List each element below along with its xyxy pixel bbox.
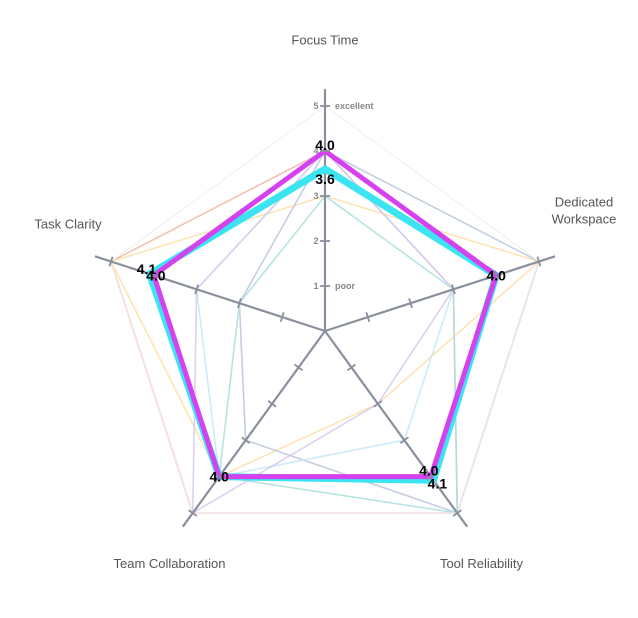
tick-mark <box>373 400 383 408</box>
tick-mark <box>399 436 409 444</box>
axis-labels: Focus Time Dedicated Workspace Tool Reliabi… <box>34 32 617 571</box>
value-labels: 3.64.14.14.04.04.04.04.0 <box>137 137 506 491</box>
axis-label-1: Focus Time <box>291 32 358 47</box>
tick-mark <box>536 256 542 267</box>
polygon-grid <box>110 105 540 514</box>
tick-mark <box>194 284 200 295</box>
tick-mark <box>452 509 462 517</box>
tick-mark <box>214 472 224 481</box>
axis-spoke-3 <box>324 330 469 528</box>
tick-mark <box>408 298 413 309</box>
tick-label: 4 <box>313 146 318 156</box>
axis-label-5: Task Clarity <box>34 217 102 232</box>
tick-annotation: poor <box>335 281 355 291</box>
tick-mark <box>241 436 251 444</box>
value-label-series1: 4.1 <box>137 261 157 277</box>
tick-mark <box>426 472 436 481</box>
value-label-series1: 4.1 <box>428 475 448 491</box>
tick-mark <box>365 312 371 323</box>
tick-mark <box>151 270 157 281</box>
axis-label-4: Team Collaboration <box>113 556 225 571</box>
tick-label: 3 <box>313 191 318 201</box>
axis-label-line: Dedicated <box>555 195 614 210</box>
tick-mark <box>279 312 285 323</box>
value-label-series2: 4.0 <box>209 469 229 485</box>
tick-mark <box>108 256 114 267</box>
axis-label-3: Tool Reliability <box>440 556 524 571</box>
tick-label: 1 <box>313 281 318 291</box>
tick-mark <box>450 284 456 295</box>
radial-ticks: 1 poor 2 3 4 5 excellent <box>108 101 542 517</box>
tick-mark <box>493 270 499 281</box>
tick-label: 2 <box>313 236 318 246</box>
tick-label: 5 <box>313 101 318 111</box>
background-trace-4 <box>218 195 459 514</box>
value-label-series2: 4.0 <box>315 137 335 153</box>
tick-mark <box>346 363 357 372</box>
value-label-series1: 3.6 <box>315 171 335 187</box>
background-trace-6 <box>191 150 455 514</box>
axis-label-2: Dedicated Workspace <box>552 195 617 227</box>
value-label-series2: 4.0 <box>419 463 439 479</box>
background-trace-2 <box>110 195 540 478</box>
radial-axes <box>94 89 556 528</box>
tick-mark <box>293 363 304 372</box>
axis-spoke-2 <box>324 255 556 333</box>
axis-spoke-4 <box>181 330 326 528</box>
tick-annotation: excellent <box>335 101 374 111</box>
axis-spoke-5 <box>94 255 326 333</box>
value-label-series2: 4.0 <box>146 267 166 283</box>
tick-mark <box>267 400 277 408</box>
axis-label-line: Workspace <box>552 212 617 227</box>
grid-outer <box>110 105 540 514</box>
tick-mark <box>237 298 242 309</box>
tick-mark <box>188 509 198 517</box>
value-label-series2: 4.0 <box>486 267 506 283</box>
main-traces-layer <box>146 148 500 484</box>
series-trace-2 <box>151 148 499 480</box>
